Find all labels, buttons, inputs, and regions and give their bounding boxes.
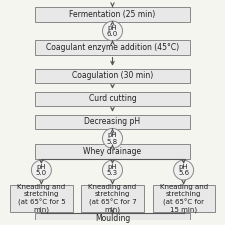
Text: Coagulant enzyme addition (45°C): Coagulant enzyme addition (45°C) — [46, 43, 179, 52]
Text: Curd cutting: Curd cutting — [89, 94, 136, 104]
FancyBboxPatch shape — [81, 185, 144, 212]
Text: pH
5.0: pH 5.0 — [36, 164, 47, 176]
Text: Kneading and
stretching
(at 65°C for 7
min): Kneading and stretching (at 65°C for 7 m… — [88, 184, 137, 213]
Text: Fermentation (25 min): Fermentation (25 min) — [69, 10, 156, 19]
Text: Kneading and
stretching
(at 65°C for
15 min): Kneading and stretching (at 65°C for 15 … — [160, 184, 208, 213]
Circle shape — [32, 160, 51, 180]
Text: Kneading and
stretching
(at 65°C for 5
min): Kneading and stretching (at 65°C for 5 m… — [17, 184, 65, 213]
Circle shape — [103, 160, 122, 180]
Circle shape — [174, 160, 194, 180]
Circle shape — [103, 128, 122, 148]
Text: pH
5.8: pH 5.8 — [107, 132, 118, 145]
FancyBboxPatch shape — [35, 69, 190, 83]
FancyBboxPatch shape — [35, 144, 190, 159]
FancyBboxPatch shape — [10, 185, 72, 212]
Text: Moulding: Moulding — [95, 214, 130, 223]
FancyBboxPatch shape — [35, 7, 190, 22]
FancyBboxPatch shape — [35, 213, 190, 225]
FancyBboxPatch shape — [35, 40, 190, 54]
FancyBboxPatch shape — [35, 92, 190, 106]
FancyBboxPatch shape — [35, 115, 190, 129]
Text: Decreasing pH: Decreasing pH — [84, 117, 141, 126]
Text: pH
5.3: pH 5.3 — [107, 164, 118, 176]
FancyBboxPatch shape — [153, 185, 215, 212]
Circle shape — [103, 21, 122, 41]
Text: Coagulation (30 min): Coagulation (30 min) — [72, 71, 153, 80]
Text: pH
6.0: pH 6.0 — [107, 25, 118, 37]
Text: Whey drainage: Whey drainage — [83, 147, 142, 156]
Text: pH
5.6: pH 5.6 — [178, 164, 189, 176]
